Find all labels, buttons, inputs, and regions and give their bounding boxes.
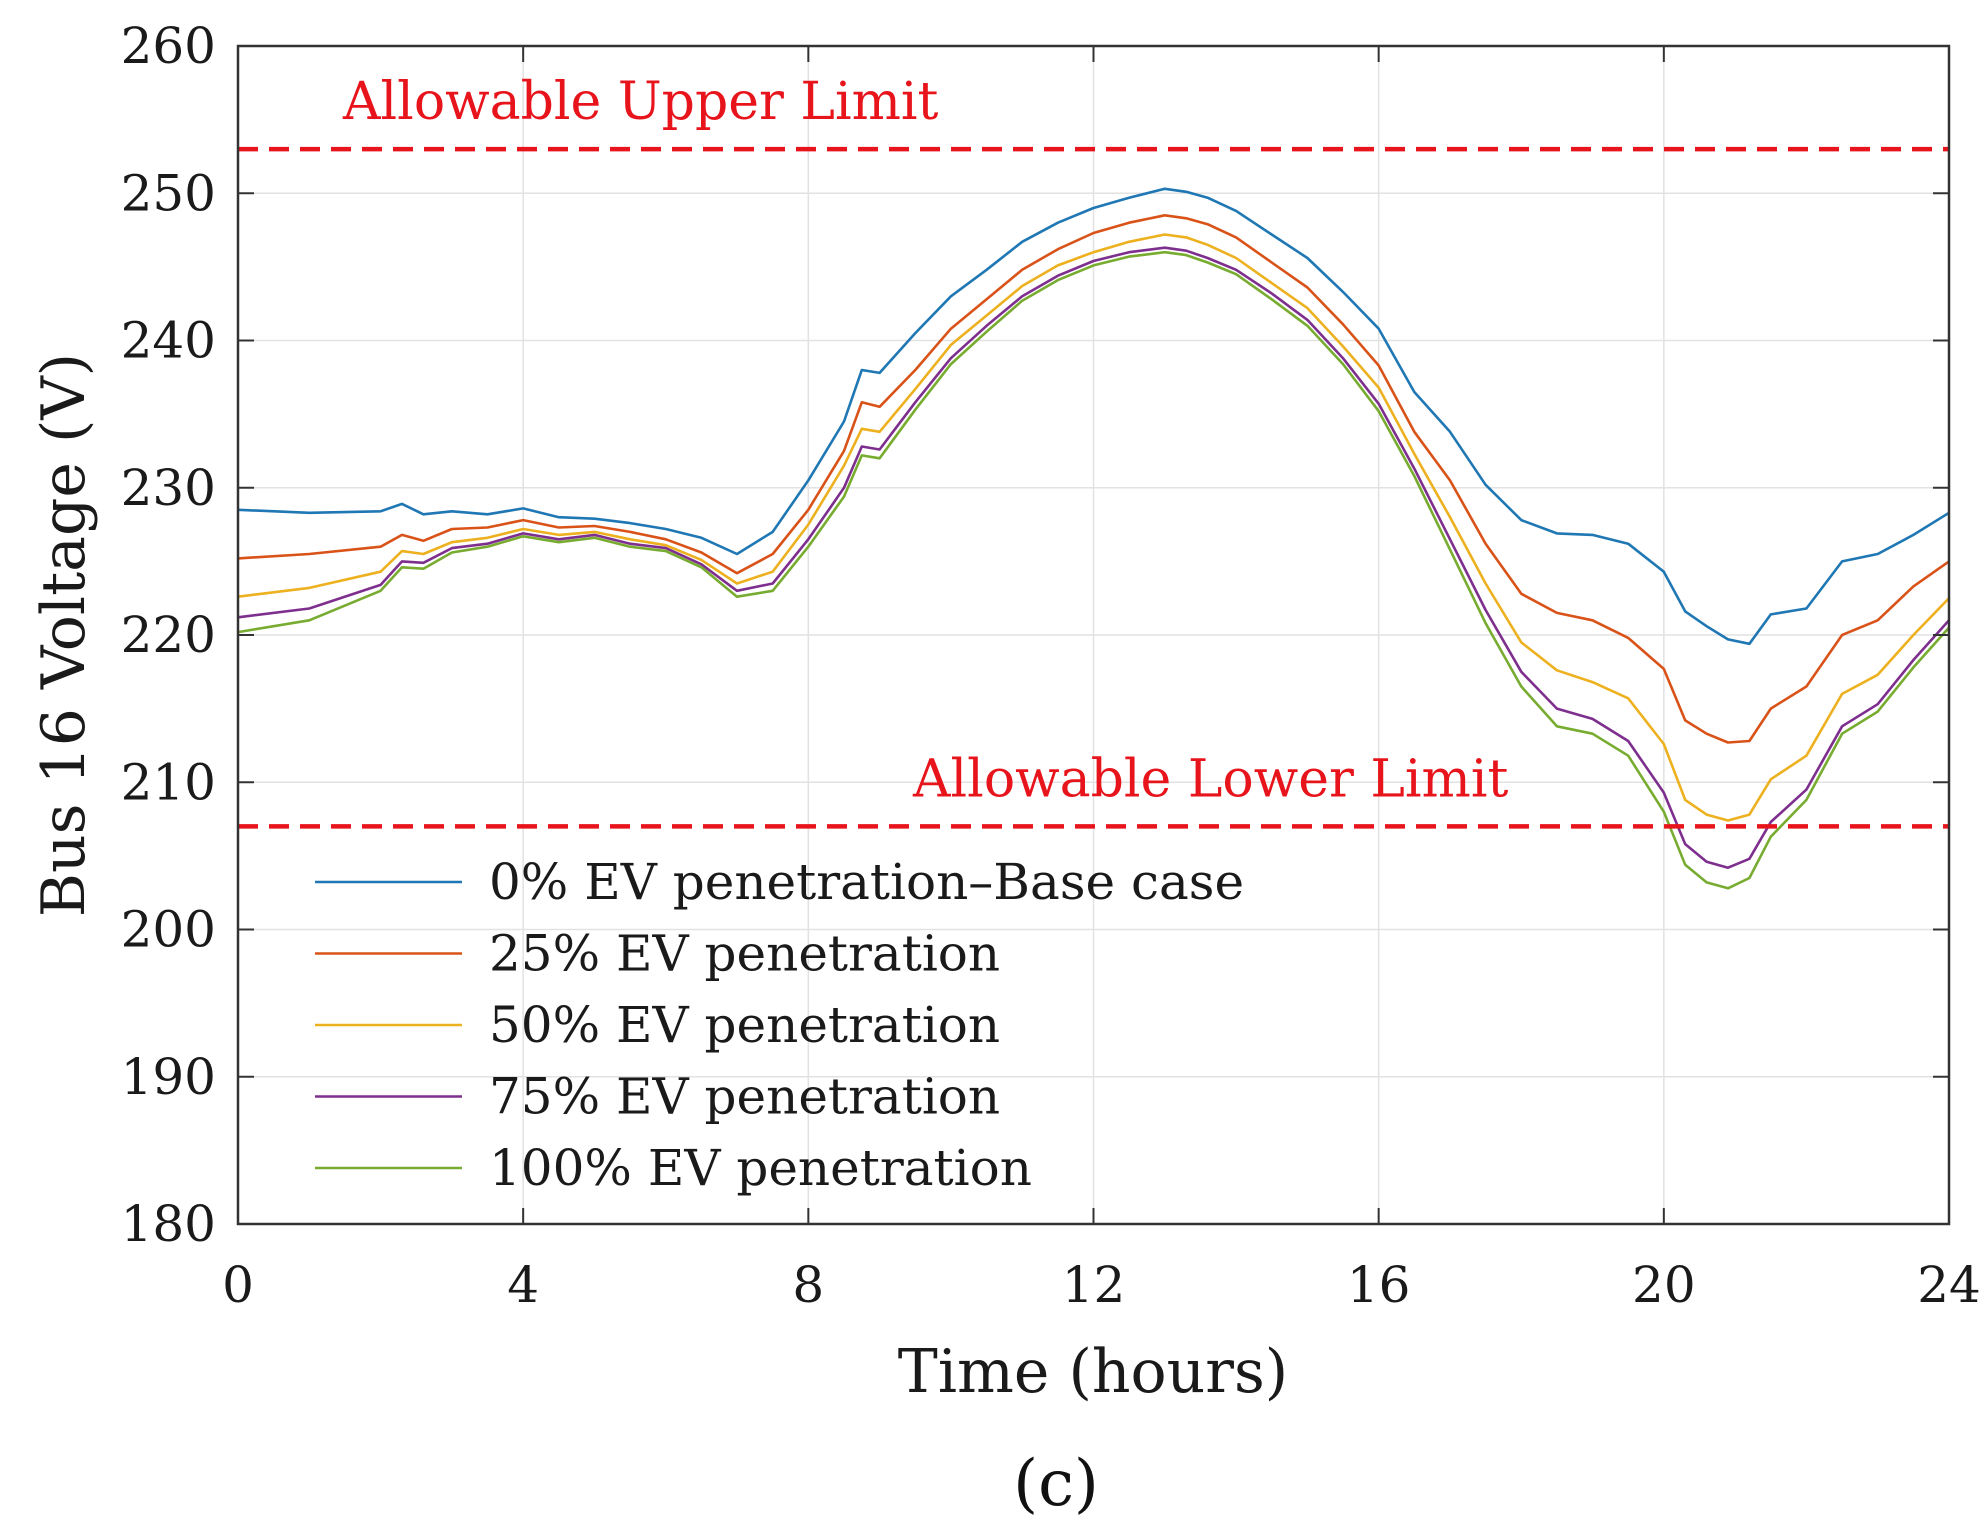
y-tick-label: 240 — [121, 312, 216, 370]
x-tick-label: 0 — [222, 1256, 254, 1314]
limit-lines: Allowable Upper Limit Allowable Lower Lim… — [238, 72, 1949, 829]
legend: 0% EV penetration–Base case 25% EV penetr… — [315, 853, 1244, 1197]
y-tick-label: 260 — [121, 17, 216, 75]
y-tick-label: 200 — [121, 901, 216, 959]
legend-label-4: 100% EV penetration — [489, 1139, 1032, 1197]
series-line-4 — [237, 250, 1950, 890]
limit-label-0: Allowable Upper Limit — [342, 72, 939, 132]
y-tick-label: 220 — [121, 606, 216, 664]
x-tick-label: 16 — [1347, 1256, 1411, 1314]
legend-label-2: 50% EV penetration — [489, 996, 1000, 1054]
legend-label-3: 75% EV penetration — [489, 1068, 1000, 1126]
y-tick-label: 210 — [121, 753, 216, 811]
x-tick-label: 8 — [792, 1256, 824, 1314]
panel-label: (c) — [1013, 1447, 1099, 1521]
y-tick-label: 250 — [121, 164, 216, 222]
x-tick-label: 20 — [1632, 1256, 1696, 1314]
x-axis-label: Time (hours) — [898, 1337, 1288, 1407]
series-line-1 — [237, 214, 1950, 744]
legend-label-1: 25% EV penetration — [489, 925, 1000, 983]
series-line-0 — [237, 187, 1950, 646]
series-line-3 — [237, 246, 1950, 870]
axis-ticks: 0 4 8 12 16 20 24 180 190 200 210 220 230 240 250 260 — [121, 17, 1981, 1314]
series-group — [237, 187, 1950, 890]
series-line-2 — [237, 233, 1950, 822]
legend-label-0: 0% EV penetration–Base case — [489, 853, 1244, 911]
x-tick-label: 4 — [507, 1256, 539, 1314]
x-tick-label: 12 — [1062, 1256, 1126, 1314]
y-axis-label: Bus 16 Voltage (V) — [29, 353, 99, 917]
x-tick-label: 24 — [1917, 1256, 1981, 1314]
y-tick-label: 230 — [121, 459, 216, 517]
y-tick-label: 190 — [121, 1048, 216, 1106]
limit-label-1: Allowable Lower Limit — [912, 749, 1508, 809]
y-tick-label: 180 — [121, 1195, 216, 1253]
